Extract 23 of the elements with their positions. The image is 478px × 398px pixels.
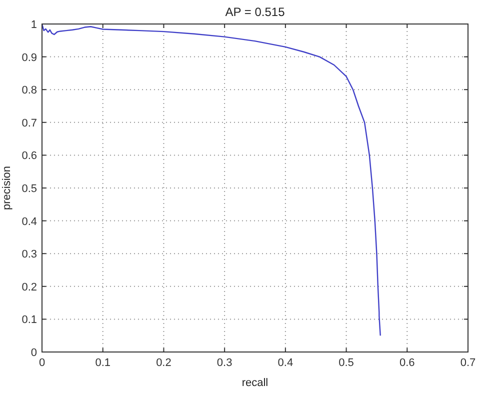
y-tick-label: 0.6 [22,150,37,162]
line-series [41,23,381,336]
chart-title: AP = 0.515 [225,5,286,19]
y-tick-label: 0.2 [22,281,37,294]
y-axis-title: precision [1,166,13,210]
x-tick-label: 0.5 [338,357,354,369]
x-tick-label: 0.6 [399,357,415,369]
y-tick-label: 0.3 [22,248,37,261]
x-tick-label: 0 [38,357,46,369]
y-tick-label: 0.5 [22,183,37,195]
x-axis-title: recall [242,377,268,389]
x-tick-label: 0.3 [216,357,232,369]
y-tick-label: 0.7 [22,117,37,130]
x-tick-label: 0.1 [95,357,111,369]
y-tick-label: 0.1 [22,314,37,326]
x-tick-label: 0.2 [156,357,172,369]
y-tick-label: 0 [30,347,37,359]
x-tick-label: 0.7 [460,357,476,369]
y-tick-label: 0.8 [22,84,37,97]
y-tick-label: 1 [30,19,37,31]
y-tick-label: 0.9 [22,52,37,64]
x-tick-label: 0.4 [278,357,294,369]
y-tick-label: 0.4 [22,216,37,228]
